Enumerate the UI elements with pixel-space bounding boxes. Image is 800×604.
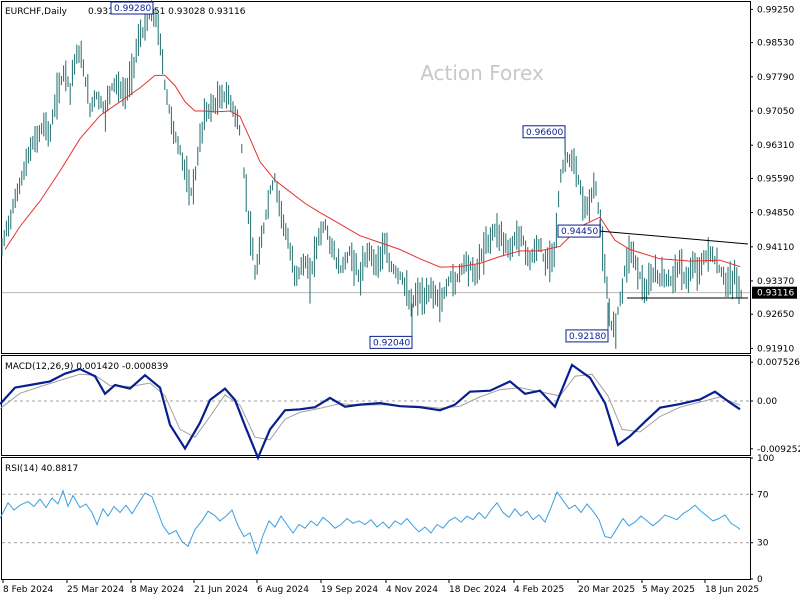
price-ytick-label: 0.93370 bbox=[757, 277, 794, 287]
macd-ytick-label: 0.00 bbox=[757, 397, 777, 407]
rsi-ytick-label: 0 bbox=[757, 575, 763, 585]
symbol-label: EURCHF,Daily bbox=[5, 7, 68, 17]
ohlc-values: 0.93183 0.93251 0.93028 0.93116 bbox=[88, 7, 246, 17]
x-tick-label: 19 Sep 2024 bbox=[321, 585, 378, 595]
price-ytick-label: 0.92650 bbox=[757, 310, 794, 320]
price-panel-frame bbox=[1, 1, 751, 354]
price-annotation-box bbox=[557, 224, 601, 238]
price-ytick-label: 0.96310 bbox=[757, 141, 794, 151]
macd-line bbox=[0, 363, 741, 461]
price-ytick-label: 0.94850 bbox=[757, 209, 794, 219]
macd-title: MACD(12,26,9) 0.001420 -0.000839 bbox=[5, 362, 168, 372]
price-annotation-label: 0.96600 bbox=[526, 128, 563, 138]
price-annotation-label: 0.92180 bbox=[569, 332, 606, 342]
rsi-ytick-label: 30 bbox=[757, 539, 769, 549]
price-annotation-box bbox=[565, 329, 609, 343]
macd-ytick-label: 0.007526 bbox=[757, 358, 800, 368]
price-annotation-label: 0.92040 bbox=[373, 338, 410, 348]
price-annotation-box bbox=[369, 335, 413, 349]
x-tick-label: 4 Nov 2024 bbox=[386, 585, 438, 595]
x-tick-label: 6 Aug 2024 bbox=[257, 585, 309, 595]
price-ytick-label: 0.95590 bbox=[757, 174, 794, 184]
x-tick-label: 5 May 2025 bbox=[642, 585, 695, 595]
price-y-axis: 0.99250 0.98530 0.97790 0.97050 0.96310 0.955… bbox=[750, 5, 797, 354]
x-tick-label: 4 Feb 2025 bbox=[514, 585, 564, 595]
x-tick-label: 20 Mar 2025 bbox=[578, 585, 635, 595]
price-annotation-label: 0.99280 bbox=[114, 4, 151, 14]
rsi-ytick-label: 100 bbox=[757, 454, 774, 464]
rsi-line bbox=[0, 489, 741, 556]
price-ytick-label: 0.91910 bbox=[757, 344, 794, 354]
rsi-title: RSI(14) 40.8817 bbox=[5, 464, 78, 474]
x-tick-label: 18 Jun 2025 bbox=[705, 585, 759, 595]
x-axis: 8 Feb 2024 25 Mar 2024 8 May 2024 21 Jun 20… bbox=[2, 579, 759, 595]
price-ytick-label: 0.94110 bbox=[757, 243, 794, 253]
macd-y-axis: 0.007526 0.00 -0.009252 bbox=[750, 358, 800, 455]
current-price-tag bbox=[752, 286, 797, 299]
price-ytick-label: 0.97790 bbox=[757, 73, 794, 83]
rsi-panel-frame bbox=[1, 457, 751, 580]
price-ytick-label: 0.99250 bbox=[757, 5, 794, 15]
price-ytick-label: 0.97050 bbox=[757, 107, 794, 117]
price-annotations: 0.99280 0.92040 0.96600 0.94450 0.92180 bbox=[110, 1, 609, 349]
trendline bbox=[599, 230, 749, 245]
price-annotation-box bbox=[522, 125, 566, 139]
watermark-text: Action Forex bbox=[420, 61, 544, 85]
macd-series bbox=[0, 363, 750, 461]
current-price-label: 0.93116 bbox=[757, 289, 794, 299]
x-tick-label: 8 May 2024 bbox=[131, 585, 184, 595]
rsi-ytick-label: 70 bbox=[757, 490, 769, 500]
macd-ytick-label: -0.009252 bbox=[757, 445, 800, 455]
price-annotation-label: 0.94450 bbox=[561, 227, 598, 237]
price-bars bbox=[1, 0, 742, 349]
rsi-series bbox=[0, 489, 750, 556]
x-tick-label: 18 Dec 2024 bbox=[449, 585, 507, 595]
macd-signal-line bbox=[0, 373, 741, 441]
price-annotation-box bbox=[110, 1, 154, 15]
x-tick-label: 25 Mar 2024 bbox=[67, 585, 124, 595]
price-ytick-label: 0.98530 bbox=[757, 39, 794, 49]
price-trendlines bbox=[599, 230, 749, 299]
rsi-y-axis: 100 70 30 0 bbox=[750, 454, 774, 585]
x-tick-label: 21 Jun 2024 bbox=[194, 585, 248, 595]
x-tick-label: 8 Feb 2024 bbox=[3, 585, 54, 595]
